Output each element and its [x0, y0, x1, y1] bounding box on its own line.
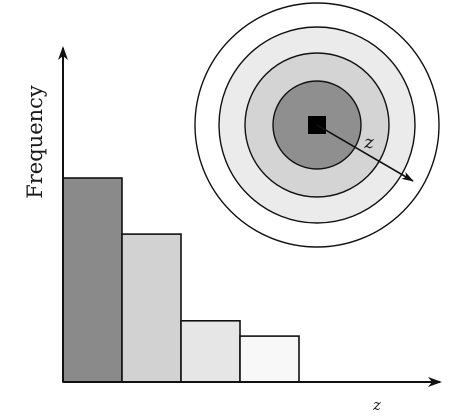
radius-label: z [363, 132, 374, 153]
histogram-bar-4 [239, 335, 300, 383]
histogram-bar-1 [62, 177, 123, 383]
histogram-bars [62, 177, 300, 383]
histogram-bar-2 [121, 233, 182, 383]
y-axis-label: Frequency [23, 85, 47, 199]
x-axis-label: z [372, 396, 381, 414]
histogram-bar-3 [180, 319, 241, 383]
radius-arrow [316, 124, 414, 182]
